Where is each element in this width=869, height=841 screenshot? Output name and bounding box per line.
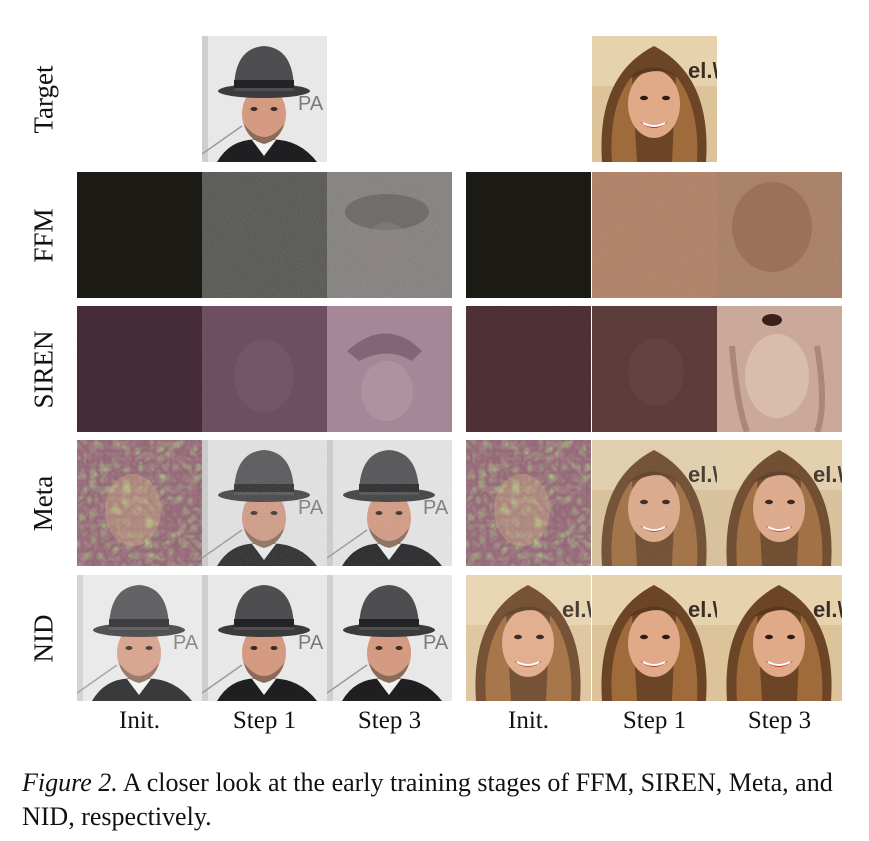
meta-woman-init xyxy=(466,440,591,566)
column-label-step3-left: Step 3 xyxy=(357,707,422,734)
ffm-woman-init xyxy=(466,172,591,298)
meta-man-step1 xyxy=(202,440,327,566)
meta-man-init xyxy=(77,440,202,566)
column-label-step1-right: Step 1 xyxy=(622,707,687,734)
column-label-step3-right: Step 3 xyxy=(747,707,812,734)
ffm-woman-step1 xyxy=(592,172,717,298)
row-label-ffm: FFM xyxy=(28,207,59,263)
siren-woman-step1 xyxy=(592,306,717,432)
ffm-woman-step3 xyxy=(717,172,842,298)
ffm-man-init xyxy=(77,172,202,298)
siren-man-step3 xyxy=(327,306,452,432)
column-label-step1-left: Step 1 xyxy=(232,707,297,734)
row-label-siren: SIREN xyxy=(28,329,59,409)
column-label-init-left: Init. xyxy=(119,707,160,734)
row-label-target: Target xyxy=(28,64,59,134)
figure-caption: Figure 2. A closer look at the early tra… xyxy=(22,766,862,834)
meta-man-step3 xyxy=(327,440,452,566)
column-label-init-right: Init. xyxy=(508,707,549,734)
caption-text: A closer look at the early training stag… xyxy=(22,768,833,831)
target-man-image xyxy=(202,36,327,162)
siren-woman-init xyxy=(466,306,591,432)
nid-woman-step3 xyxy=(717,575,842,701)
meta-woman-step3 xyxy=(717,440,842,566)
siren-woman-step3 xyxy=(717,306,842,432)
target-woman-image xyxy=(592,36,717,162)
siren-man-init xyxy=(77,306,202,432)
siren-man-step1 xyxy=(202,306,327,432)
nid-woman-step1 xyxy=(592,575,717,701)
ffm-man-step1 xyxy=(202,172,327,298)
row-label-meta: Meta xyxy=(28,475,59,531)
nid-man-step3 xyxy=(327,575,452,701)
nid-man-init xyxy=(77,575,202,701)
meta-woman-step1 xyxy=(592,440,717,566)
ffm-man-step3 xyxy=(327,172,452,298)
caption-label: Figure 2. xyxy=(22,768,118,797)
row-label-nid: NID xyxy=(28,614,59,662)
nid-woman-init xyxy=(466,575,591,701)
nid-man-step1 xyxy=(202,575,327,701)
